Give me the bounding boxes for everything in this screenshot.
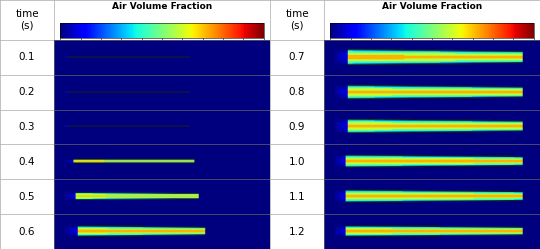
Text: 0.9: 0.9: [289, 122, 305, 132]
Text: 1.2: 1.2: [289, 227, 305, 237]
Text: 0.7: 0.7: [289, 52, 305, 62]
Text: time
(s): time (s): [285, 9, 309, 31]
Text: 0.3: 0.3: [19, 122, 35, 132]
Text: Air Volume Fraction: Air Volume Fraction: [112, 2, 212, 11]
Text: 0.6: 0.6: [19, 227, 35, 237]
Text: 0.2: 0.2: [19, 87, 35, 97]
Text: 0.8: 0.8: [289, 87, 305, 97]
Text: 1.0: 1.0: [289, 157, 305, 167]
Text: 0.5: 0.5: [19, 192, 35, 202]
Text: 1.1: 1.1: [289, 192, 305, 202]
Text: Air Volume Fraction: Air Volume Fraction: [382, 2, 482, 11]
Text: 0.1: 0.1: [19, 52, 35, 62]
Text: time
(s): time (s): [15, 9, 39, 31]
Text: 0.4: 0.4: [19, 157, 35, 167]
